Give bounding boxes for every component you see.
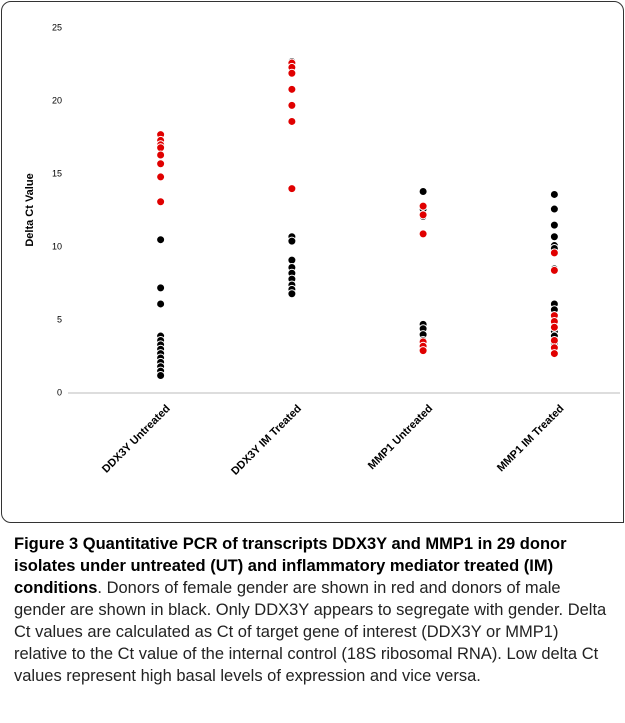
point — [418, 187, 428, 197]
point — [156, 159, 166, 169]
caption-text: . Donors of female gender are shown in r… — [14, 579, 607, 685]
point — [156, 283, 166, 293]
y-tick-label: 0 — [57, 387, 62, 397]
point — [287, 68, 297, 78]
point — [287, 236, 297, 246]
x-tick-label: DDX3Y Untreated — [100, 403, 173, 476]
point — [549, 232, 559, 242]
point — [287, 84, 297, 94]
point — [418, 346, 428, 356]
chart: Delta Ct Value 0 5 10 15 20 25 DDX3Y Untreated… — [24, 22, 620, 478]
y-tick-label: 10 — [52, 241, 62, 251]
caption-title: Figure 3 Quantitative PCR of transcripts… — [14, 535, 567, 597]
y-tick-label: 5 — [57, 314, 62, 324]
x-tick-label: MMP1 Untreated — [366, 403, 435, 472]
x-tick-label: DDX3Y IM Treated — [229, 403, 304, 478]
y-tick-label: 20 — [52, 95, 62, 105]
y-tick-label: 25 — [52, 22, 62, 32]
y-axis-label: Delta Ct Value — [24, 173, 36, 246]
point — [287, 289, 297, 299]
figure-frame — [1, 1, 624, 523]
point — [549, 248, 559, 258]
point — [287, 116, 297, 126]
y-tick-label: 15 — [52, 168, 62, 178]
point — [549, 220, 559, 230]
point — [418, 229, 428, 239]
point — [156, 235, 166, 245]
point — [287, 184, 297, 194]
x-tick-label: MMP1 IM Treated — [495, 403, 567, 475]
point — [287, 100, 297, 110]
point — [549, 204, 559, 214]
point — [156, 197, 166, 207]
point — [418, 201, 428, 211]
point — [549, 265, 559, 275]
point — [156, 150, 166, 160]
point — [549, 349, 559, 359]
point — [156, 172, 166, 182]
point — [156, 299, 166, 309]
caption: Figure 3 Quantitative PCR of transcripts… — [14, 533, 614, 687]
point — [156, 370, 166, 380]
point — [549, 322, 559, 332]
point — [418, 210, 428, 220]
point — [549, 189, 559, 199]
